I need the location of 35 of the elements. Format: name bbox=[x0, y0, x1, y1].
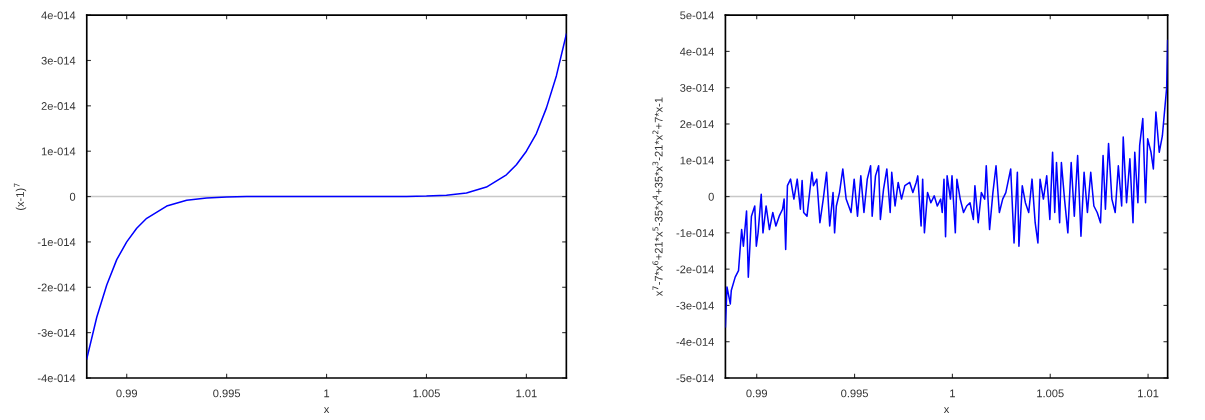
y-axis-title: (x-1)$^{7}$ bbox=[13, 183, 27, 210]
y-tick-label: 3e-014 bbox=[41, 56, 76, 65]
x-tick-label: 1.01 bbox=[516, 389, 537, 398]
x-tick-label: 1.005 bbox=[1037, 389, 1064, 398]
y-tick-label: 0 bbox=[69, 192, 76, 201]
x-tick-label: 0.99 bbox=[746, 389, 768, 398]
x-tick-label: 0.995 bbox=[213, 389, 241, 398]
y-tick-label: 4e-014 bbox=[41, 11, 76, 20]
y-tick-label: -4e-014 bbox=[676, 337, 714, 346]
y-tick-label: 0 bbox=[708, 192, 714, 201]
x-tick-label: 1 bbox=[950, 389, 955, 398]
y-tick-label: -3e-014 bbox=[37, 328, 76, 337]
x-tick-label: 0.99 bbox=[116, 389, 138, 398]
y-tick-label: -4e-014 bbox=[37, 374, 76, 383]
y-tick-label: -2e-014 bbox=[37, 283, 76, 292]
y-tick-label: -2e-014 bbox=[676, 265, 714, 274]
y-tick-label: 1e-014 bbox=[41, 147, 76, 156]
y-tick-label: 2e-014 bbox=[680, 120, 714, 129]
x-tick-label: 1.01 bbox=[1138, 389, 1159, 398]
y-tick-label: -1e-014 bbox=[676, 229, 714, 237]
y-tick-label: -1e-014 bbox=[37, 238, 76, 247]
x-tick-label: 1 bbox=[324, 389, 330, 398]
x-tick-label: 1.005 bbox=[413, 389, 440, 398]
x-tick-label: 0.995 bbox=[841, 389, 868, 398]
y-tick-label: -3e-014 bbox=[676, 301, 714, 310]
text: x$^{7}$-7*x$^{6}$+21*x$^{5}$-35*x$^{4}$+35*x$^{3}$-21*x$^{2}$+7*x-1 bbox=[652, 97, 663, 297]
y-tick-label: 4e-014 bbox=[679, 47, 714, 56]
line-series bbox=[86, 33, 567, 360]
y-tick-label: 1e-014 bbox=[680, 156, 714, 165]
x-axis-title: x bbox=[943, 407, 950, 414]
y-tick-label: 5e-014 bbox=[680, 11, 714, 20]
y-tick-label: 2e-014 bbox=[41, 102, 76, 110]
y-tick-label: 3e-014 bbox=[680, 83, 714, 92]
y-tick-label: -5e-014 bbox=[676, 374, 714, 383]
x-axis-title: x bbox=[323, 407, 330, 414]
